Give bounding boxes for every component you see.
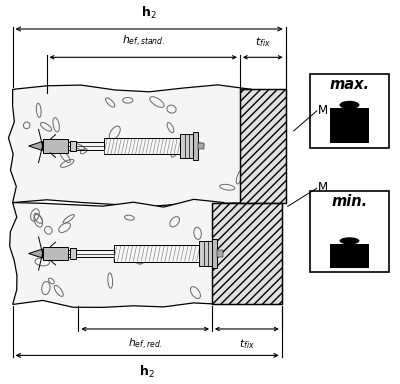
Text: h$_2$: h$_2$ xyxy=(139,364,155,380)
Polygon shape xyxy=(28,249,42,258)
Text: max.: max. xyxy=(330,77,370,92)
Bar xyxy=(70,248,76,259)
Text: min.: min. xyxy=(332,194,368,209)
Bar xyxy=(212,239,217,268)
Polygon shape xyxy=(10,199,224,307)
Text: h$_{ef, stand.}$: h$_{ef, stand.}$ xyxy=(122,34,165,49)
Bar xyxy=(240,89,286,203)
Bar xyxy=(199,242,212,266)
Text: M: M xyxy=(318,181,328,194)
Text: h$_{ef, red.}$: h$_{ef, red.}$ xyxy=(128,337,162,353)
Bar xyxy=(310,191,389,272)
Polygon shape xyxy=(28,141,42,151)
Bar xyxy=(212,203,282,305)
Ellipse shape xyxy=(340,237,360,244)
Bar xyxy=(42,139,68,153)
Polygon shape xyxy=(8,85,252,207)
Bar xyxy=(193,132,198,161)
Text: h$_2$: h$_2$ xyxy=(141,5,157,21)
Text: t$_{fix}$: t$_{fix}$ xyxy=(255,35,271,49)
Bar xyxy=(310,74,389,148)
Bar xyxy=(212,203,282,305)
Bar xyxy=(180,134,193,158)
Bar xyxy=(240,89,286,203)
Bar xyxy=(330,243,370,268)
Bar xyxy=(70,141,76,151)
Bar xyxy=(198,143,204,149)
Bar xyxy=(104,138,180,154)
Bar xyxy=(42,247,68,260)
Text: M: M xyxy=(318,104,328,117)
Bar xyxy=(114,245,199,262)
Bar xyxy=(330,108,370,143)
Text: t$_{fix}$: t$_{fix}$ xyxy=(239,337,255,351)
Ellipse shape xyxy=(340,101,360,109)
Bar xyxy=(217,250,223,257)
